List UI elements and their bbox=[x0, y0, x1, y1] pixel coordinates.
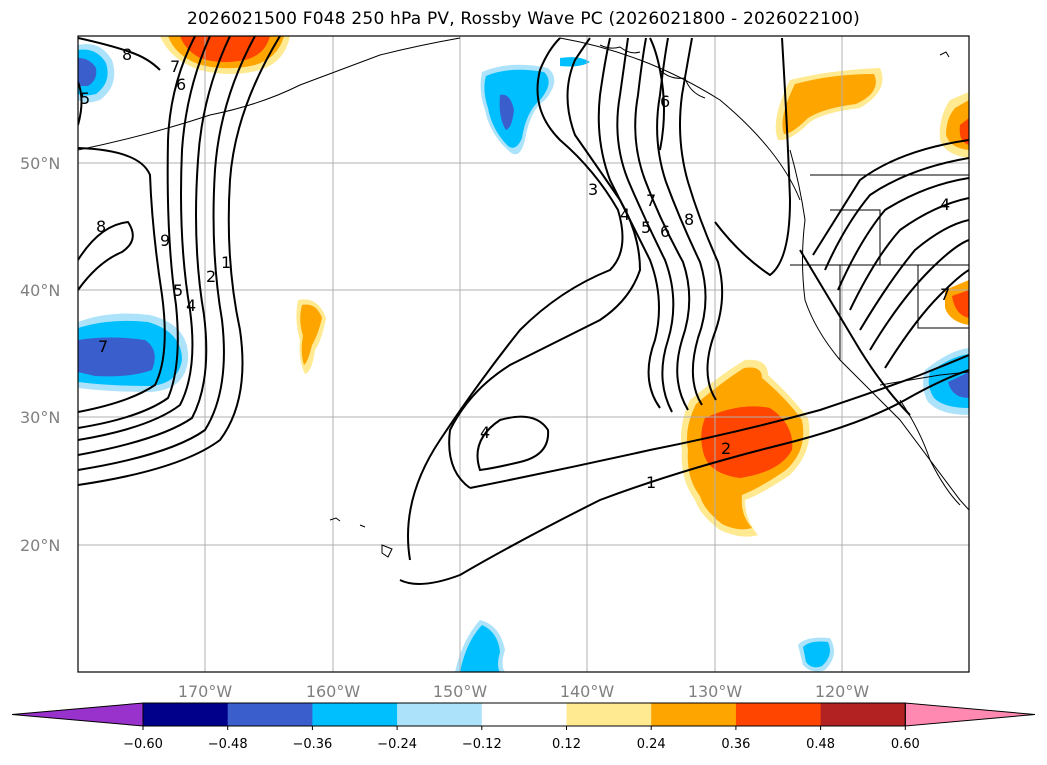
lon-label: 130°W bbox=[688, 682, 743, 701]
contour-label: 1 bbox=[646, 473, 656, 492]
longitude-labels: 170°W 160°W 150°W 140°W 130°W 120°W bbox=[178, 682, 870, 701]
contour-label: 8 bbox=[96, 217, 106, 236]
contour-label: 7 bbox=[940, 285, 950, 304]
colorbar-tick-label: 0.36 bbox=[721, 737, 750, 752]
colorbar-tick-label: 0.24 bbox=[637, 737, 666, 752]
colorbar-tick-label: −0.48 bbox=[208, 737, 248, 752]
colorbar-segment bbox=[143, 703, 229, 726]
map-title: 2026021500 F048 250 hPa PV, Rossby Wave … bbox=[187, 9, 860, 29]
lat-label: 20°N bbox=[20, 536, 60, 555]
lat-label: 50°N bbox=[20, 154, 60, 173]
contour-label: 6 bbox=[176, 75, 186, 94]
contour-label: 4 bbox=[940, 195, 950, 214]
lat-label: 40°N bbox=[20, 281, 60, 300]
colorbar-tick-label: −0.24 bbox=[377, 737, 417, 752]
colorbar-extend-min bbox=[11, 702, 144, 727]
contour-label: 4 bbox=[480, 423, 490, 442]
contour-label: 2 bbox=[206, 267, 216, 286]
colorbar-tick-label: 0.60 bbox=[891, 737, 920, 752]
contour-labels: 8 7 6 8 9 5 4 2 1 7 5 3 4 5 6 7 8 6 4 2 … bbox=[80, 45, 950, 492]
latitude-labels: 50°N 40°N 30°N 20°N bbox=[20, 154, 60, 555]
contour-label: 7 bbox=[98, 337, 108, 356]
coastlines bbox=[78, 37, 969, 558]
contour-label: 6 bbox=[660, 92, 670, 111]
contour-label: 2 bbox=[721, 439, 731, 458]
map-frame bbox=[77, 35, 970, 673]
lon-label: 140°W bbox=[560, 682, 615, 701]
colorbar-tick-label: −0.12 bbox=[462, 737, 502, 752]
colorbar-segment bbox=[312, 703, 398, 726]
colorbar-extend-max bbox=[904, 702, 1036, 727]
contour-label: 6 bbox=[660, 222, 670, 241]
lon-label: 150°W bbox=[433, 682, 488, 701]
contour-label: 4 bbox=[186, 296, 196, 315]
colorbar-segment bbox=[566, 703, 652, 726]
colorbar-segment bbox=[651, 703, 737, 726]
lat-label: 30°N bbox=[20, 408, 60, 427]
colorbar-segment bbox=[481, 703, 567, 726]
colorbar-tick-label: −0.60 bbox=[123, 737, 163, 752]
contour-label: 7 bbox=[170, 57, 180, 76]
contour-label: 3 bbox=[588, 180, 598, 199]
contour-label: 5 bbox=[173, 281, 183, 300]
contour-label: 8 bbox=[122, 45, 132, 64]
colorbar-tick-label: 0.48 bbox=[806, 737, 835, 752]
contour-label: 5 bbox=[80, 89, 90, 108]
lon-label: 170°W bbox=[178, 682, 233, 701]
lon-label: 160°W bbox=[306, 682, 361, 701]
colorbar-segment bbox=[735, 703, 822, 726]
contour-label: 7 bbox=[646, 191, 656, 210]
colorbar-tick-label: −0.36 bbox=[292, 737, 332, 752]
contour-label: 1 bbox=[221, 253, 231, 272]
contour-label: 9 bbox=[160, 231, 170, 250]
colorbar-segment bbox=[227, 703, 313, 726]
colorbar-frame bbox=[142, 702, 906, 727]
colorbar-segment bbox=[397, 703, 483, 726]
contour-label: 4 bbox=[620, 205, 630, 224]
lon-label: 120°W bbox=[815, 682, 870, 701]
pv-contours bbox=[78, 36, 969, 585]
contour-label: 5 bbox=[641, 218, 651, 237]
colorbar: −0.60 −0.48 −0.36 −0.24 −0.12 0.12 0.24 0.36 0.4… bbox=[11, 702, 1036, 752]
colorbar-tick-label: 0.12 bbox=[552, 737, 581, 752]
colorbar-segment bbox=[820, 703, 906, 726]
contour-label: 8 bbox=[684, 210, 694, 229]
